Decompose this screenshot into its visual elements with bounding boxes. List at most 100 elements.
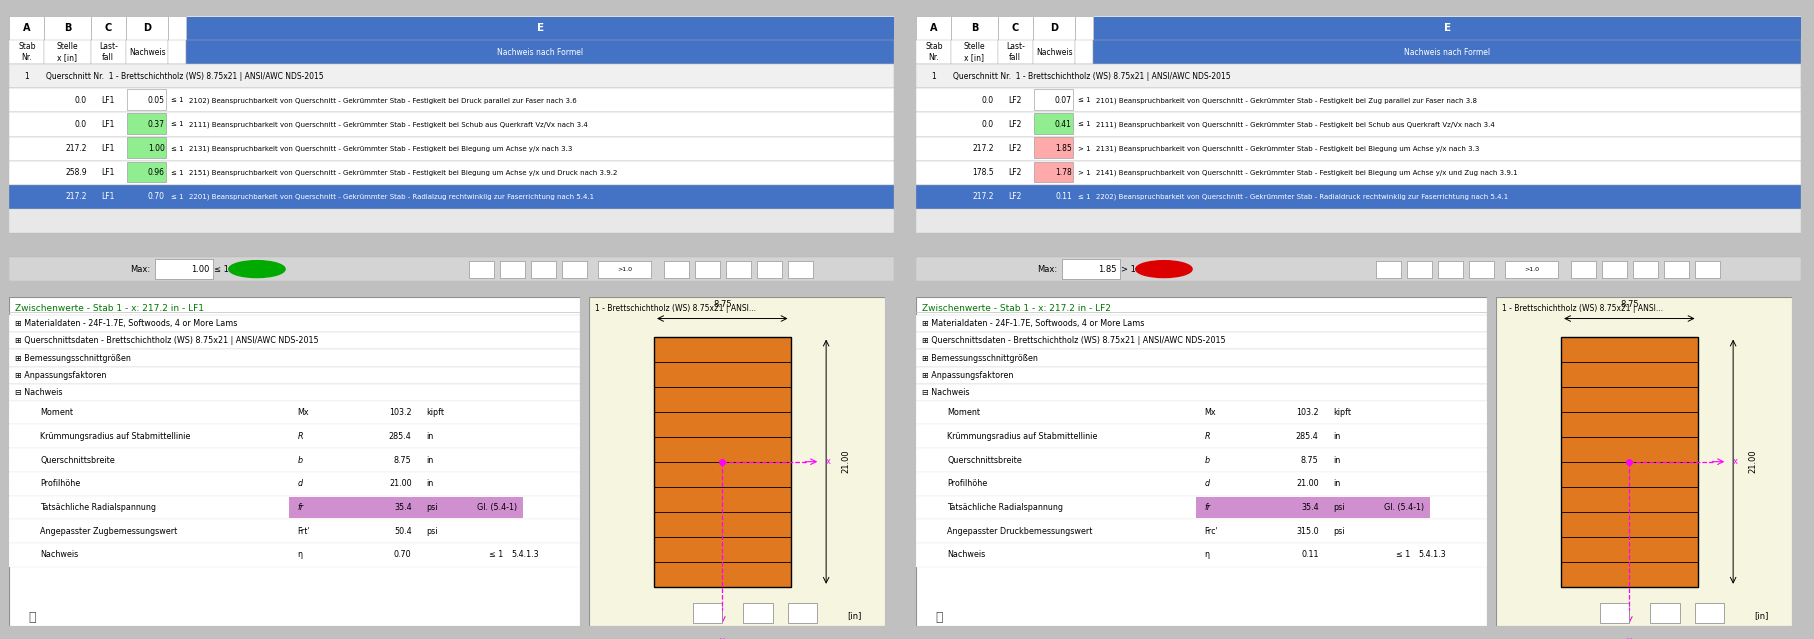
Text: y: y xyxy=(1627,636,1633,639)
Text: LF2: LF2 xyxy=(1009,144,1021,153)
Text: ⊞ Bemessungsschnittgrößen: ⊞ Bemessungsschnittgrößen xyxy=(15,353,131,362)
Bar xyxy=(1032,16,1076,40)
Text: Frt': Frt' xyxy=(297,527,310,535)
Text: >1.0: >1.0 xyxy=(617,266,631,272)
Text: in: in xyxy=(1333,456,1341,465)
Text: 217.2: 217.2 xyxy=(65,192,87,201)
Bar xyxy=(501,261,526,277)
Text: kipft: kipft xyxy=(426,408,444,417)
Bar xyxy=(916,401,1487,424)
Text: 1.00: 1.00 xyxy=(149,144,165,153)
Bar xyxy=(916,448,1487,472)
Text: 21.00: 21.00 xyxy=(388,479,412,488)
Bar xyxy=(916,424,1487,448)
Text: ≤ 1: ≤ 1 xyxy=(171,146,183,151)
Text: in: in xyxy=(1333,432,1341,441)
Text: Zwischenwerte - Stab 1 - x: 217.2 in - LF1: Zwischenwerte - Stab 1 - x: 217.2 in - L… xyxy=(15,304,203,313)
Text: 0.96: 0.96 xyxy=(149,168,165,177)
Text: 0.70: 0.70 xyxy=(394,550,412,559)
Text: Nachweis: Nachweis xyxy=(129,48,165,57)
Text: 1.85: 1.85 xyxy=(1056,144,1072,153)
Text: Moment: Moment xyxy=(40,408,74,417)
Text: ⓘ: ⓘ xyxy=(29,612,36,624)
Bar xyxy=(916,40,952,64)
Bar xyxy=(1633,261,1658,277)
Text: Mx: Mx xyxy=(1204,408,1215,417)
Bar xyxy=(744,603,773,623)
Text: LF1: LF1 xyxy=(102,120,114,129)
Text: 21.00: 21.00 xyxy=(842,450,851,473)
Bar xyxy=(9,112,894,137)
Text: Querschnitt Nr.  1 - Brettschichtholz (WS) 8.75x21 | ANSI/AWC NDS-2015: Querschnitt Nr. 1 - Brettschichtholz (WS… xyxy=(952,72,1232,81)
Text: 0.37: 0.37 xyxy=(149,120,165,129)
Text: LF1: LF1 xyxy=(102,144,114,153)
Text: [in]: [in] xyxy=(847,612,862,620)
Bar xyxy=(916,209,1801,233)
Bar xyxy=(9,16,45,40)
Bar xyxy=(127,137,165,158)
Text: B: B xyxy=(970,23,978,33)
Bar xyxy=(9,315,580,332)
Bar xyxy=(9,424,580,448)
Bar xyxy=(156,259,212,279)
Bar xyxy=(9,64,894,88)
Text: psi: psi xyxy=(1333,527,1344,535)
Text: C: C xyxy=(1012,23,1019,33)
Circle shape xyxy=(1136,261,1192,277)
Text: fr: fr xyxy=(1204,503,1210,512)
Text: ≤ 1: ≤ 1 xyxy=(214,265,229,273)
Bar xyxy=(916,520,1487,543)
Bar xyxy=(1094,40,1801,64)
Text: 50.4: 50.4 xyxy=(394,527,412,535)
Text: 1 - Brettschichtholz (WS) 8.75x21 | ANSI...: 1 - Brettschichtholz (WS) 8.75x21 | ANSI… xyxy=(595,304,756,313)
Text: 1.78: 1.78 xyxy=(1056,168,1072,177)
Text: in: in xyxy=(426,456,434,465)
Bar xyxy=(169,40,187,64)
Bar xyxy=(9,448,580,472)
Text: fr: fr xyxy=(297,503,303,512)
Text: Last-
fall: Last- fall xyxy=(98,42,118,62)
Text: 217.2: 217.2 xyxy=(972,192,994,201)
Bar xyxy=(916,383,1487,401)
Text: LF2: LF2 xyxy=(1009,120,1021,129)
Text: 103.2: 103.2 xyxy=(1295,408,1319,417)
Text: d: d xyxy=(1204,479,1210,488)
Bar xyxy=(916,543,1487,567)
Text: ≤ 1: ≤ 1 xyxy=(1078,121,1090,127)
Bar xyxy=(655,337,791,587)
Text: Nachweis: Nachweis xyxy=(1036,48,1072,57)
Bar xyxy=(952,16,998,40)
Text: ≤ 1: ≤ 1 xyxy=(171,121,183,127)
Text: 2102) Beanspruchbarkeit von Querschnitt - Gekrümmter Stab - Festigkeit bei Druck: 2102) Beanspruchbarkeit von Querschnitt … xyxy=(189,97,577,104)
Text: LF1: LF1 xyxy=(102,192,114,201)
Bar xyxy=(726,261,751,277)
Text: 2141) Beanspruchbarkeit von Querschnitt - Gekrümmter Stab - Festigkeit bei Biegu: 2141) Beanspruchbarkeit von Querschnitt … xyxy=(1096,169,1517,176)
Bar xyxy=(9,137,894,160)
Text: ⊞ Materialdaten - 24F-1.7E, Softwoods, 4 or More Lams: ⊞ Materialdaten - 24F-1.7E, Softwoods, 4… xyxy=(922,320,1145,328)
Bar xyxy=(1195,497,1429,518)
Text: 35.4: 35.4 xyxy=(394,503,412,512)
Bar xyxy=(1377,261,1400,277)
Text: 8.75: 8.75 xyxy=(1301,456,1319,465)
Text: 1.85: 1.85 xyxy=(1097,265,1116,273)
Text: LF1: LF1 xyxy=(102,96,114,105)
Text: Gl. (5.4-1): Gl. (5.4-1) xyxy=(477,503,517,512)
Text: 5.4.1.3: 5.4.1.3 xyxy=(512,550,539,559)
Bar xyxy=(1694,261,1720,277)
Text: Mx: Mx xyxy=(297,408,308,417)
Text: ≤ 1: ≤ 1 xyxy=(1078,194,1090,200)
Bar xyxy=(916,315,1487,332)
Bar xyxy=(45,40,91,64)
Text: 21.00: 21.00 xyxy=(1295,479,1319,488)
Bar xyxy=(9,209,894,233)
Text: ≤ 1: ≤ 1 xyxy=(171,170,183,176)
Text: 0.0: 0.0 xyxy=(981,120,994,129)
Bar xyxy=(9,332,580,350)
Bar xyxy=(9,257,894,281)
Bar xyxy=(1034,162,1072,182)
Bar xyxy=(916,332,1487,350)
Text: Max:: Max: xyxy=(131,265,151,273)
Bar xyxy=(1469,261,1495,277)
Text: Querschnittsbreite: Querschnittsbreite xyxy=(947,456,1023,465)
Text: ⊞ Anpassungsfaktoren: ⊞ Anpassungsfaktoren xyxy=(15,371,107,380)
